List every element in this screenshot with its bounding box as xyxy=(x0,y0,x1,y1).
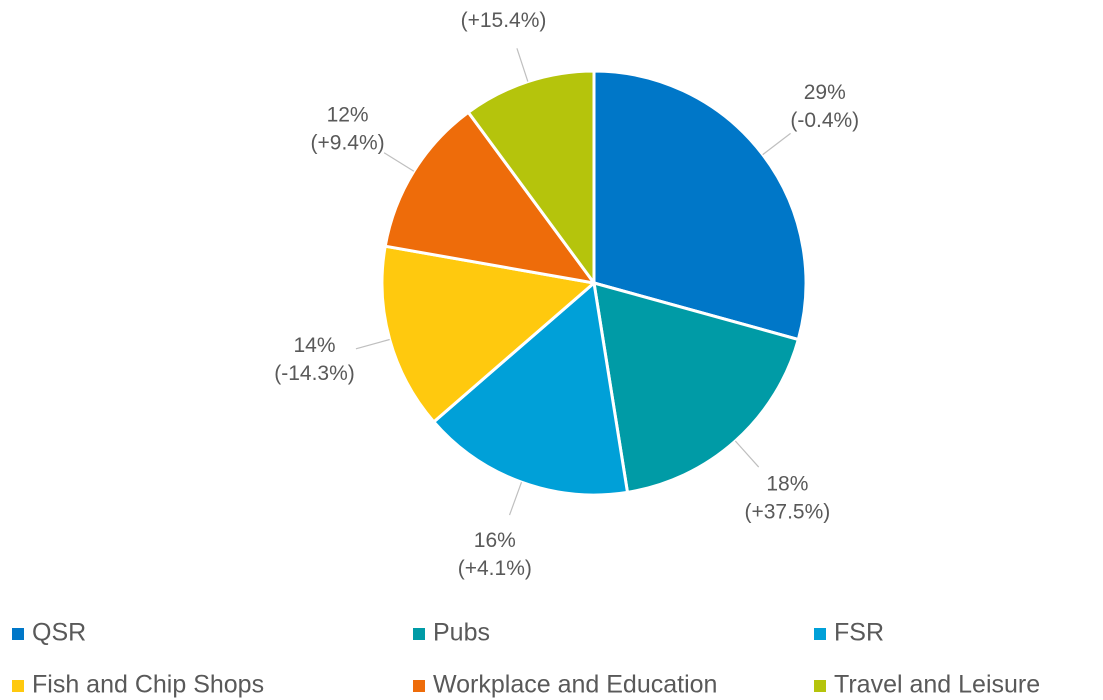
pie-slice xyxy=(380,244,598,424)
data-label: 18% xyxy=(766,473,808,496)
data-label-change: (+4.1%) xyxy=(458,557,532,580)
legend-label: Travel and Leisure xyxy=(834,671,1040,699)
data-label: 12% xyxy=(327,104,369,127)
legend-swatch xyxy=(413,680,425,692)
data-label-change: (+15.4%) xyxy=(461,9,547,32)
pie-slice xyxy=(431,280,630,497)
pie-slice xyxy=(466,69,596,288)
leader-line xyxy=(508,482,523,516)
leader-line xyxy=(762,132,791,156)
leader-line xyxy=(734,440,760,468)
legend-label: FSR xyxy=(834,619,884,647)
data-label: 10% xyxy=(482,0,524,4)
legend-label: Workplace and Education xyxy=(433,671,717,699)
legend-label: Pubs xyxy=(433,619,490,647)
data-label-change: (-0.4%) xyxy=(790,109,859,132)
data-label: 16% xyxy=(474,529,516,552)
legend-label: QSR xyxy=(32,619,86,647)
pie-slice xyxy=(383,110,598,286)
legend-swatch xyxy=(12,628,24,640)
leader-line xyxy=(383,152,415,172)
data-label-change: (-14.3%) xyxy=(274,362,355,385)
data-label-change: (+37.5%) xyxy=(744,501,830,524)
legend-swatch xyxy=(413,628,425,640)
legend-label: Fish and Chip Shops xyxy=(32,671,264,699)
leader-line xyxy=(516,48,529,82)
data-label: 14% xyxy=(293,334,335,357)
legend-swatch xyxy=(12,680,24,692)
data-label: 29% xyxy=(804,81,846,104)
leader-line xyxy=(355,338,390,350)
data-label-change: (+9.4%) xyxy=(311,132,385,155)
legend-swatch xyxy=(814,628,826,640)
pie-slice xyxy=(592,69,808,342)
legend-swatch xyxy=(814,680,826,692)
